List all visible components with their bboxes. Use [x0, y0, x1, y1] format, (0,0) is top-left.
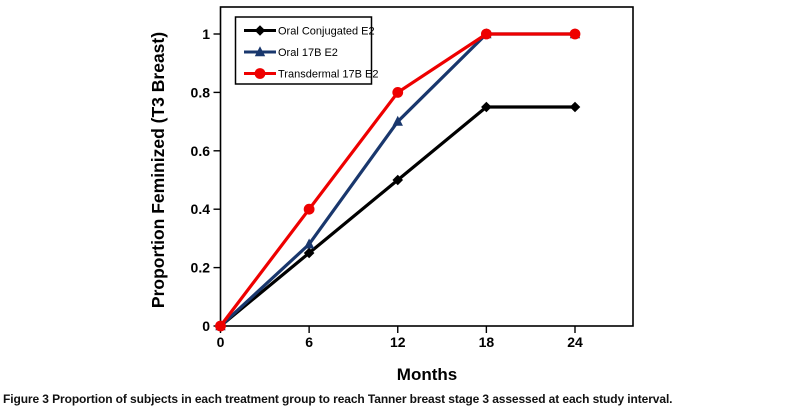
- legend-marker-triangle: [254, 46, 266, 57]
- data-point-transdermal-17b-e2: [303, 203, 315, 215]
- y-tick-label: 1: [202, 26, 210, 42]
- legend: Oral Conjugated E2 Oral 17B E2 Transdermal…: [234, 16, 378, 85]
- x-tick-label: 0: [217, 334, 225, 350]
- figure-caption: Figure 3 Proportion of subjects in each …: [0, 390, 795, 407]
- legend-item-transdermal-17b-e2: Transdermal 17B E2: [244, 68, 378, 81]
- x-tick-label: 6: [305, 334, 313, 350]
- legend-marker-diamond: [254, 25, 266, 36]
- x-axis-title: Months: [397, 365, 457, 384]
- legend-item-oral-conjugated-e2: Oral Conjugated E2: [244, 25, 375, 38]
- data-point-transdermal-17b-e2: [215, 320, 226, 332]
- plot-area: 0 0.2 0.4 0.6 0.8 1 0 6 12 18 24 Oral Conjugated E2…: [191, 6, 634, 350]
- legend-item-oral-17b-e2: Oral 17B E2: [244, 46, 338, 59]
- figure-caption-text: Proportion of subjects in each treatment…: [52, 392, 673, 406]
- data-point-oral-conjugated-e2: [392, 174, 404, 186]
- figure-caption-label: Figure 3: [3, 392, 49, 406]
- data-point-oral-conjugated-e2: [569, 101, 581, 113]
- x-tick-label: 18: [479, 334, 495, 350]
- data-point-transdermal-17b-e2: [480, 28, 492, 40]
- y-tick-label: 0.8: [191, 84, 211, 100]
- y-tick-label: 0.2: [191, 260, 211, 276]
- y-axis-title: Proportion Feminized (T3 Breast): [148, 32, 168, 308]
- data-point-oral-conjugated-e2: [481, 101, 492, 113]
- data-point-oral-17b-e2: [392, 115, 403, 126]
- legend-label: Oral 17B E2: [278, 47, 338, 59]
- legend-label: Transdermal 17B E2: [278, 69, 378, 81]
- x-tick-label: 12: [390, 334, 406, 350]
- legend-label: Oral Conjugated E2: [278, 26, 375, 38]
- y-tick-label: 0.6: [191, 143, 211, 159]
- data-point-oral-conjugated-e2: [303, 247, 315, 259]
- data-point-transdermal-17b-e2: [569, 28, 581, 40]
- x-tick-label: 24: [567, 334, 583, 350]
- y-tick-label: 0: [202, 318, 210, 334]
- data-point-oral-17b-e2: [303, 238, 315, 249]
- line-chart: Proportion Feminized (T3 Breast) Months …: [148, 6, 634, 384]
- data-point-transdermal-17b-e2: [392, 87, 404, 98]
- y-tick-label: 0.4: [191, 201, 211, 217]
- legend-marker-circle: [254, 68, 266, 79]
